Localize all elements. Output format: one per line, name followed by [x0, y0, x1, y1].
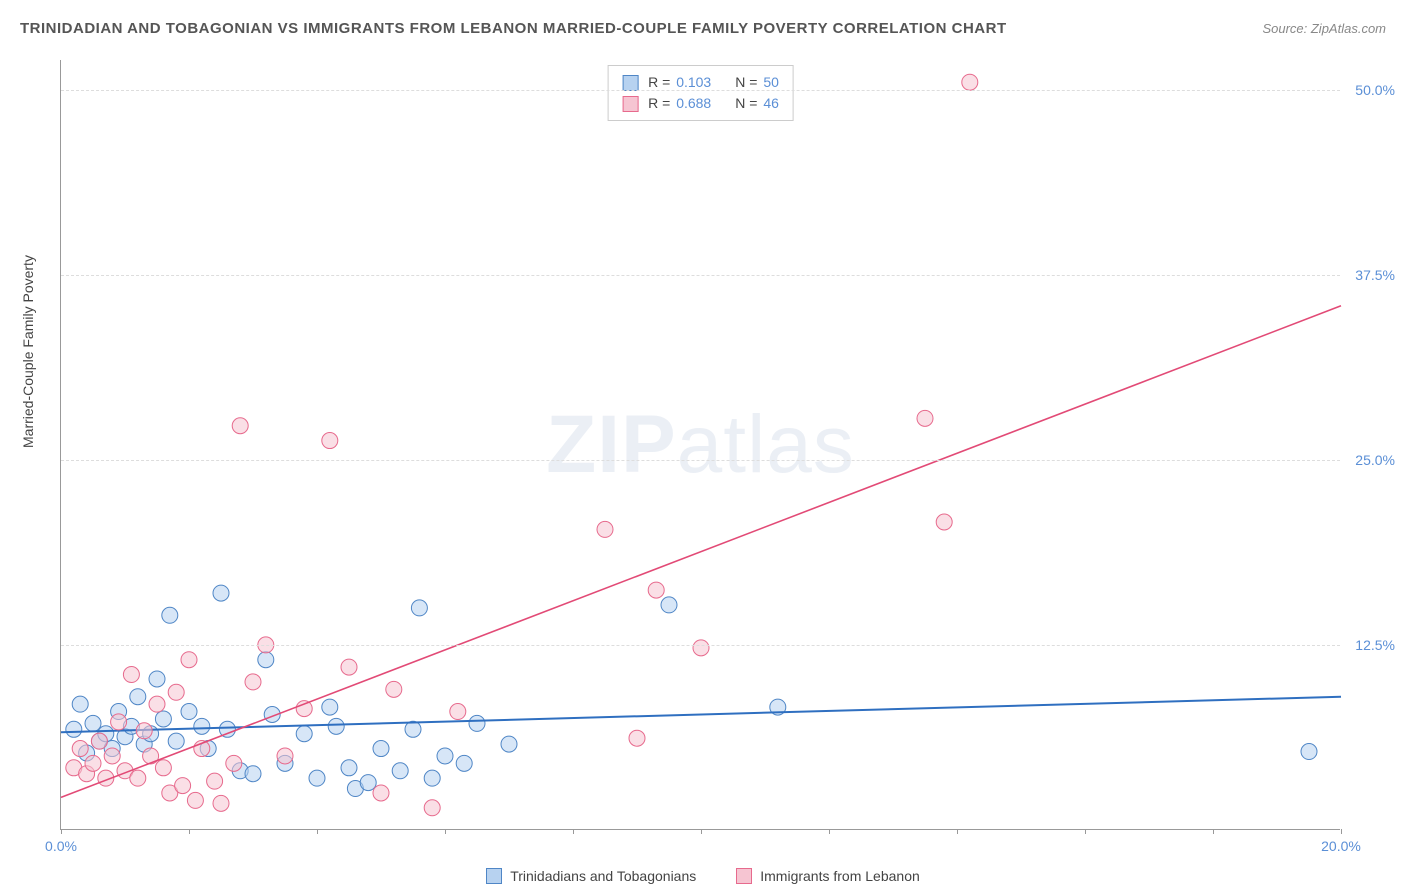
data-point [373, 785, 389, 801]
legend-label-a: Trinidadians and Tobagonians [510, 868, 696, 884]
data-point [450, 704, 466, 720]
swatch-pink [622, 96, 638, 112]
data-point [405, 721, 421, 737]
data-point [962, 74, 978, 90]
legend-item-a: Trinidadians and Tobagonians [486, 868, 696, 884]
data-point [328, 718, 344, 734]
data-point [360, 775, 376, 791]
scatter-chart [61, 60, 1340, 829]
stat-legend: R = 0.103 N = 50 R = 0.688 N = 46 [607, 65, 794, 121]
data-point [456, 755, 472, 771]
data-point [501, 736, 517, 752]
data-point [258, 652, 274, 668]
data-point [168, 684, 184, 700]
data-point [181, 652, 197, 668]
data-point [322, 433, 338, 449]
data-point [917, 410, 933, 426]
data-point [155, 760, 171, 776]
data-point [162, 607, 178, 623]
data-point [424, 770, 440, 786]
data-point [149, 671, 165, 687]
y-axis-label: Married-Couple Family Poverty [20, 255, 36, 448]
data-point [155, 711, 171, 727]
data-point [437, 748, 453, 764]
data-point [424, 800, 440, 816]
chart-title: TRINIDADIAN AND TOBAGONIAN VS IMMIGRANTS… [20, 20, 1007, 37]
data-point [194, 718, 210, 734]
data-point [66, 721, 82, 737]
data-point [111, 714, 127, 730]
data-point [232, 418, 248, 434]
trend-line [61, 306, 1341, 798]
data-point [411, 600, 427, 616]
data-point [648, 582, 664, 598]
data-point [296, 726, 312, 742]
data-point [72, 696, 88, 712]
stat-row-1: R = 0.688 N = 46 [622, 93, 779, 114]
data-point [136, 723, 152, 739]
xtick-label: 20.0% [1321, 838, 1361, 854]
data-point [175, 778, 191, 794]
data-point [130, 770, 146, 786]
data-point [597, 521, 613, 537]
data-point [386, 681, 402, 697]
series-legend: Trinidadians and Tobagonians Immigrants … [0, 868, 1406, 884]
data-point [245, 674, 261, 690]
data-point [693, 640, 709, 656]
data-point [1301, 744, 1317, 760]
ytick-label: 25.0% [1355, 452, 1395, 468]
data-point [226, 755, 242, 771]
swatch-blue-2 [486, 868, 502, 884]
data-point [277, 748, 293, 764]
legend-item-b: Immigrants from Lebanon [736, 868, 920, 884]
data-point [469, 715, 485, 731]
data-point [245, 766, 261, 782]
data-point [123, 667, 139, 683]
legend-label-b: Immigrants from Lebanon [760, 868, 920, 884]
swatch-blue [622, 75, 638, 91]
plot-area: ZIPatlas R = 0.103 N = 50 R = 0.688 N = … [60, 60, 1340, 830]
swatch-pink-2 [736, 868, 752, 884]
trend-line [61, 697, 1341, 733]
data-point [661, 597, 677, 613]
data-point [168, 733, 184, 749]
ytick-label: 37.5% [1355, 267, 1395, 283]
data-point [341, 659, 357, 675]
data-point [85, 715, 101, 731]
data-point [91, 733, 107, 749]
data-point [181, 704, 197, 720]
data-point [149, 696, 165, 712]
data-point [936, 514, 952, 530]
data-point [341, 760, 357, 776]
data-point [213, 585, 229, 601]
data-point [322, 699, 338, 715]
data-point [72, 741, 88, 757]
ytick-label: 50.0% [1355, 82, 1395, 98]
data-point [392, 763, 408, 779]
source-label: Source: ZipAtlas.com [1262, 21, 1386, 36]
data-point [373, 741, 389, 757]
xtick-label: 0.0% [45, 838, 77, 854]
data-point [309, 770, 325, 786]
data-point [296, 701, 312, 717]
data-point [85, 755, 101, 771]
data-point [207, 773, 223, 789]
data-point [104, 748, 120, 764]
data-point [130, 689, 146, 705]
ytick-label: 12.5% [1355, 637, 1395, 653]
data-point [187, 792, 203, 808]
data-point [629, 730, 645, 746]
data-point [213, 795, 229, 811]
